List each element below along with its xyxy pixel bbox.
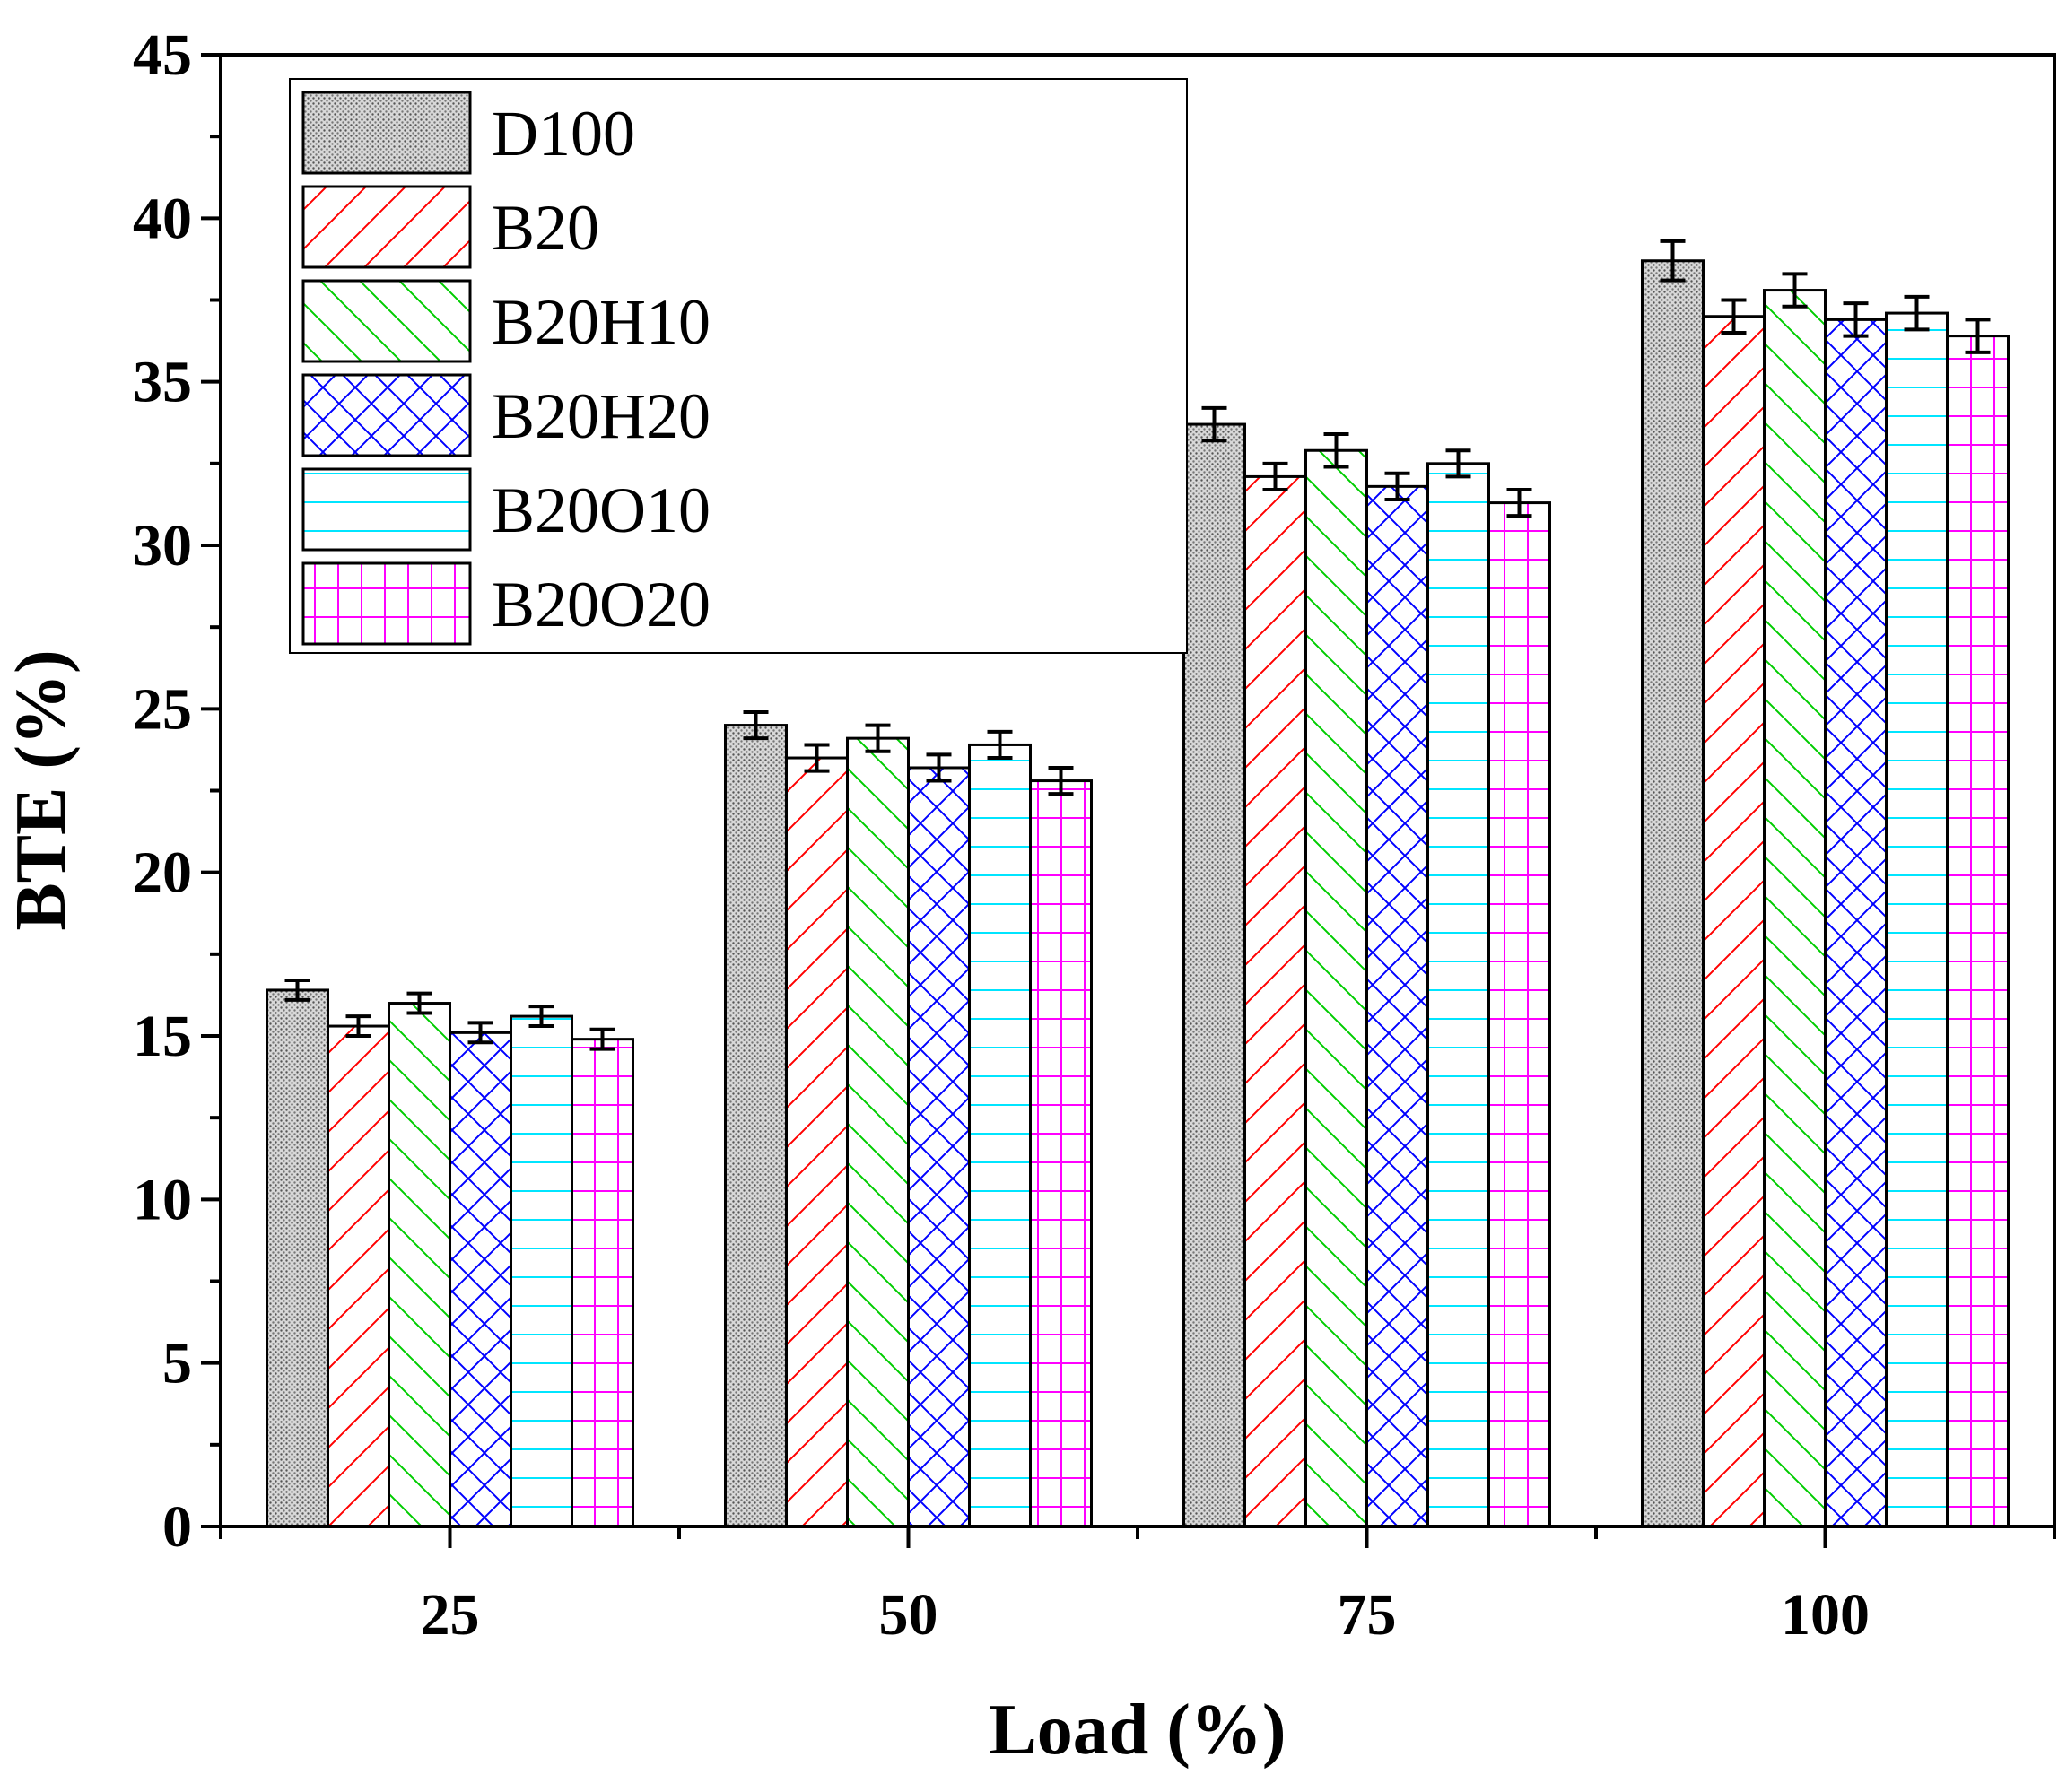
bar-d100-50 bbox=[724, 724, 788, 1528]
bar-b20-100 bbox=[1702, 315, 1766, 1528]
bar-d100-75 bbox=[1182, 422, 1246, 1528]
y-tick-label: 15 bbox=[133, 1004, 192, 1069]
bar-b20o10-100 bbox=[1885, 311, 1949, 1528]
legend-swatch-b20o20 bbox=[301, 561, 472, 646]
legend-item-d100: D100 bbox=[301, 91, 635, 175]
bar-b20o20-25 bbox=[571, 1038, 634, 1528]
error-bar-b20-50 bbox=[804, 743, 830, 773]
bar-b20o20-50 bbox=[1029, 779, 1093, 1528]
bar-b20-25 bbox=[327, 1024, 390, 1528]
y-axis-title: BTE (%) bbox=[2, 649, 81, 930]
bar-b20-50 bbox=[785, 756, 849, 1528]
bar-b20o20-75 bbox=[1487, 501, 1551, 1528]
y-tick-label: 0 bbox=[162, 1494, 192, 1560]
legend-swatch-b20h20 bbox=[301, 373, 472, 457]
bar-d100-100 bbox=[1641, 259, 1705, 1528]
error-bar-b20h20-50 bbox=[926, 752, 952, 783]
bar-b20h10-100 bbox=[1763, 289, 1827, 1528]
error-bar-b20o20-100 bbox=[1965, 318, 1991, 354]
y-tick-label: 35 bbox=[133, 350, 192, 415]
error-bar-b20o20-75 bbox=[1506, 488, 1532, 518]
error-bar-d100-100 bbox=[1660, 239, 1686, 283]
legend-swatch-b20o10 bbox=[301, 467, 472, 552]
bar-b20-75 bbox=[1243, 474, 1307, 1528]
error-bar-b20o10-50 bbox=[987, 729, 1013, 761]
x-axis-title: Load (%) bbox=[989, 1691, 1286, 1770]
error-bar-b20h10-100 bbox=[1782, 272, 1808, 309]
y-tick-label: 30 bbox=[133, 513, 192, 578]
bar-b20o20-100 bbox=[1946, 335, 2010, 1528]
bar-b20h10-75 bbox=[1304, 448, 1368, 1528]
bar-b20o10-50 bbox=[968, 743, 1032, 1528]
legend-label-b20h20: B20H20 bbox=[492, 380, 711, 452]
error-bar-b20h10-25 bbox=[406, 991, 432, 1015]
y-tick-label: 5 bbox=[162, 1331, 192, 1396]
legend-swatch-d100 bbox=[301, 91, 472, 175]
legend-item-b20o10: B20O10 bbox=[301, 467, 711, 552]
legend-item-b20: B20 bbox=[301, 185, 599, 269]
legend-frame bbox=[289, 78, 1188, 654]
error-bar-b20o10-75 bbox=[1445, 448, 1471, 479]
bar-b20h10-25 bbox=[388, 1002, 451, 1528]
error-bar-b20o20-50 bbox=[1048, 765, 1074, 796]
bar-b20h10-50 bbox=[846, 736, 910, 1528]
y-tick-label: 40 bbox=[133, 186, 192, 251]
bar-b20h20-25 bbox=[449, 1031, 512, 1528]
error-bar-d100-75 bbox=[1201, 405, 1227, 443]
error-bar-b20-75 bbox=[1262, 461, 1288, 492]
legend-label-b20o10: B20O10 bbox=[492, 474, 711, 546]
y-tick-label: 45 bbox=[133, 22, 192, 88]
bar-b20o10-75 bbox=[1426, 462, 1490, 1528]
error-bar-b20o20-25 bbox=[589, 1027, 615, 1051]
legend-label-b20o20: B20O20 bbox=[492, 569, 711, 640]
y-tick-label: 25 bbox=[133, 676, 192, 742]
x-tick-label-100: 100 bbox=[1781, 1582, 1870, 1648]
legend-label-b20: B20 bbox=[492, 192, 599, 264]
error-bar-b20h20-75 bbox=[1384, 471, 1410, 501]
bar-b20h20-75 bbox=[1365, 484, 1429, 1528]
error-bar-b20o10-25 bbox=[528, 1005, 554, 1029]
bar-d100-25 bbox=[266, 988, 329, 1528]
y-tick-label: 10 bbox=[133, 1167, 192, 1232]
legend-item-b20h10: B20H10 bbox=[301, 279, 711, 363]
error-bar-d100-50 bbox=[743, 709, 769, 741]
error-bar-b20-100 bbox=[1721, 298, 1747, 335]
legend-label-b20h10: B20H10 bbox=[492, 286, 711, 358]
error-bar-b20h10-50 bbox=[865, 723, 891, 753]
legend-label-d100: D100 bbox=[492, 98, 635, 170]
error-bar-b20h20-100 bbox=[1843, 301, 1869, 338]
error-bar-b20h10-75 bbox=[1323, 432, 1349, 469]
legend-item-b20o20: B20O20 bbox=[301, 561, 711, 646]
error-bar-b20-25 bbox=[345, 1014, 371, 1038]
error-bar-b20h20-25 bbox=[467, 1021, 493, 1045]
x-tick-label-75: 75 bbox=[1338, 1582, 1397, 1648]
error-bar-d100-25 bbox=[284, 979, 310, 1002]
legend-swatch-b20h10 bbox=[301, 279, 472, 363]
error-bar-b20o10-100 bbox=[1904, 294, 1930, 332]
legend-swatch-b20 bbox=[301, 185, 472, 269]
legend-item-b20h20: B20H20 bbox=[301, 373, 711, 457]
bar-b20h20-50 bbox=[907, 766, 971, 1528]
bar-b20h20-100 bbox=[1824, 318, 1888, 1528]
y-tick-label: 20 bbox=[133, 840, 192, 906]
legend: D100 B20 B20H10 B20H20 B20O10 B20O20 bbox=[289, 78, 1188, 654]
bar-b20o10-25 bbox=[510, 1014, 573, 1528]
x-tick-label-50: 50 bbox=[879, 1582, 938, 1648]
x-tick-label-25: 25 bbox=[421, 1582, 480, 1648]
